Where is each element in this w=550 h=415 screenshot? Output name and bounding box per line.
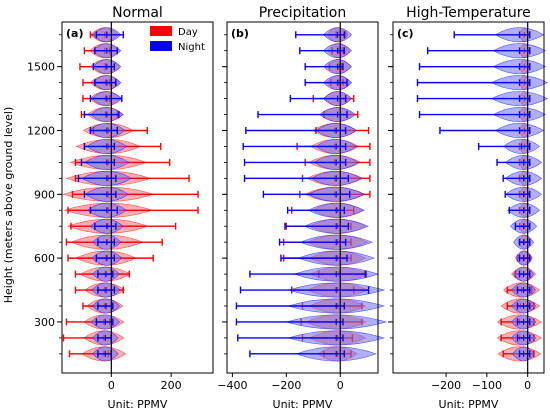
- night-violin: [416, 91, 549, 107]
- panels: Normal 300 600 900 1200 1500 0 200 Unit: PPMV (a)…: [27, 5, 549, 411]
- y-tick-label: 1500: [27, 61, 55, 74]
- night-violin: [289, 91, 352, 107]
- x-tick-label: −200: [431, 379, 461, 392]
- night-violin: [418, 59, 547, 75]
- panel-3: High-Temperature −200 −100 0 Unit: PPMV (c): [388, 5, 549, 411]
- night-violin: [511, 314, 537, 330]
- night-violin: [245, 122, 357, 138]
- night-violin: [418, 107, 547, 123]
- night-violin: [89, 91, 123, 107]
- night-violin: [91, 282, 121, 298]
- x-tick-label: 0: [108, 379, 115, 392]
- night-violin: [280, 250, 376, 266]
- night-violin: [512, 346, 536, 362]
- night-violin: [453, 27, 545, 43]
- night-violin: [77, 170, 133, 186]
- y-tick-label: 300: [34, 316, 55, 329]
- night-violin: [304, 59, 352, 75]
- night-violin: [91, 250, 123, 266]
- night-violin: [92, 43, 122, 59]
- night-violin: [92, 298, 120, 314]
- night-violin: [257, 107, 357, 123]
- night-violin: [284, 218, 369, 234]
- night-violin: [478, 138, 541, 154]
- panel-label: (c): [397, 27, 414, 40]
- panel-label: (a): [66, 27, 83, 40]
- night-violin: [299, 43, 352, 59]
- legend-swatch-day: [150, 26, 172, 36]
- legend: Day Night: [150, 26, 205, 53]
- night-violin: [511, 298, 537, 314]
- y-tick-label: 900: [34, 188, 55, 201]
- legend-label: Night: [178, 42, 205, 53]
- night-violin: [295, 27, 352, 43]
- x-tick-label: −200: [271, 379, 301, 392]
- legend-label: Day: [178, 27, 198, 38]
- night-violin: [304, 75, 352, 91]
- x-tick-label: 0: [337, 379, 344, 392]
- night-violin: [278, 234, 374, 250]
- day-violin: [63, 202, 199, 218]
- panel-title: High-Temperature: [406, 5, 531, 21]
- night-violin: [86, 202, 127, 218]
- night-violin: [507, 202, 541, 218]
- night-violin: [249, 266, 380, 282]
- night-violin: [235, 314, 388, 330]
- night-violin: [262, 186, 365, 202]
- night-violin: [80, 154, 130, 170]
- night-violin: [502, 170, 543, 186]
- night-violin: [416, 75, 549, 91]
- night-violin: [92, 27, 124, 43]
- panel-title: Precipitation: [259, 5, 347, 21]
- panel-2: Precipitation −400 −200 0 Unit: PPMV (b): [217, 5, 388, 411]
- night-violin: [92, 59, 122, 75]
- night-violin: [83, 138, 128, 154]
- night-violin: [496, 154, 543, 170]
- night-violin: [83, 107, 124, 123]
- night-violin: [237, 330, 386, 346]
- legend-swatch-night: [150, 41, 172, 51]
- night-violin: [511, 330, 537, 346]
- night-violin: [88, 122, 126, 138]
- night-violin: [235, 298, 386, 314]
- y-tick-label: 600: [34, 252, 55, 265]
- night-violin: [513, 234, 534, 250]
- axes-frame: [392, 21, 545, 374]
- night-violin: [426, 43, 547, 59]
- night-violin: [89, 218, 124, 234]
- axes-frame: [61, 21, 214, 374]
- night-violin: [249, 346, 378, 362]
- x-tick-label: −400: [217, 379, 247, 392]
- night-violin: [243, 154, 359, 170]
- night-violin: [83, 186, 130, 202]
- x-axis-label: Unit: PPMV: [108, 398, 168, 411]
- x-tick-label: −100: [472, 379, 502, 392]
- night-violin: [286, 202, 365, 218]
- night-violin: [511, 282, 537, 298]
- night-violin: [513, 266, 534, 282]
- x-tick-label: 200: [161, 379, 182, 392]
- night-violin: [510, 218, 538, 234]
- night-violin: [504, 186, 543, 202]
- night-violin: [90, 314, 121, 330]
- axes-frame: [226, 21, 379, 374]
- panel-1: Normal 300 600 900 1200 1500 0 200 Unit: PPMV (a)…: [27, 5, 214, 411]
- x-tick-label: 0: [524, 379, 531, 392]
- night-violin: [242, 138, 357, 154]
- night-violin: [243, 170, 362, 186]
- night-violin: [239, 282, 386, 298]
- x-axis-label: Unit: PPMV: [439, 398, 499, 411]
- night-violin: [92, 75, 122, 91]
- panel-title: Normal: [112, 5, 163, 21]
- night-violin: [92, 266, 120, 282]
- y-axis-label: Height (meters above ground level): [2, 107, 15, 304]
- x-axis-label: Unit: PPMV: [273, 398, 333, 411]
- y-tick-label: 1200: [27, 124, 55, 137]
- day-violin: [62, 186, 199, 202]
- panel-label: (b): [231, 27, 249, 40]
